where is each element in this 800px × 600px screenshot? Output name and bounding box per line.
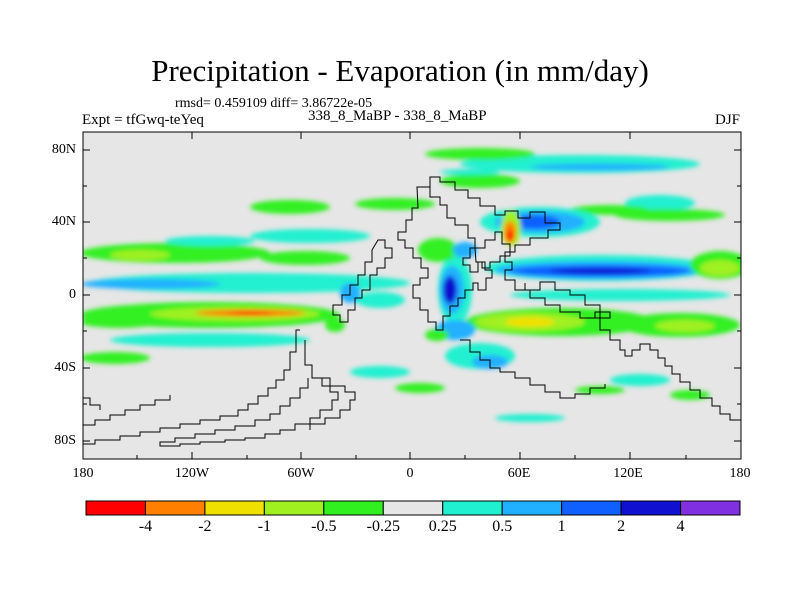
colorbar-label-6: 0.5 [492, 518, 513, 535]
colorbar-label-1: -2 [198, 518, 212, 535]
colorbar-box-0 [85, 500, 146, 516]
outline-peninsula [474, 231, 511, 269]
diff-value: diff= 3.86722e-05 [270, 96, 373, 111]
case-label: 338_8_MaBP - 338_8_MaBP [308, 108, 487, 124]
colorbar-label-3: -0.5 [311, 518, 337, 535]
land-outlines [83, 176, 741, 447]
outline-west-fragment [83, 397, 101, 410]
field-so-pacific-wet [110, 333, 310, 347]
outline-eurasia [429, 176, 611, 319]
outline-south-d [309, 377, 356, 430]
outline-south-b [83, 329, 300, 445]
field-natlantic-wet [250, 229, 370, 243]
field-pacific-wet-core [83, 279, 220, 289]
lon-tick-120w: 120W [174, 466, 210, 481]
experiment-label: Expt = tfGwq-teYeq [82, 112, 204, 128]
lon-tick-180w: 180 [72, 466, 94, 481]
field-so-atl-dry [395, 383, 445, 393]
contour-field [83, 148, 741, 422]
lon-tick-0: 0 [406, 466, 414, 481]
field-npac-wet-max [550, 268, 650, 274]
outline-south-e [83, 395, 171, 426]
colorbar-box-5 [382, 500, 444, 516]
outline-east-south [590, 317, 741, 421]
colorbar-box-6 [442, 500, 503, 516]
field-africa-wet-core [443, 276, 457, 304]
field-so-pac-wet [610, 374, 670, 386]
field-north-streak-2 [355, 198, 435, 210]
outline-south-a [332, 239, 393, 323]
field-east-pacific-dry [83, 316, 160, 328]
field-natlantic-dry [260, 251, 350, 265]
rmsd-value: rmsd= 0.459109 [175, 96, 267, 111]
field-pacific-dry-max [228, 311, 272, 315]
field-npacific-dry [83, 243, 270, 263]
field-so-atl-wet [350, 366, 410, 378]
colorbar-label-4: -0.25 [366, 518, 400, 535]
colorbar-box-4 [323, 500, 384, 516]
colorbar-label-7: 1 [557, 518, 566, 535]
field-arctic-dry [440, 174, 520, 188]
colorbar-label-8: 2 [617, 518, 626, 535]
field-npac-mid-dry [570, 205, 650, 215]
lat-tick-80s: 80S [54, 433, 76, 448]
colorbar-box-2 [204, 500, 265, 516]
stats-line: rmsd= 0.459109 diff= 3.86722e-05 [175, 96, 372, 112]
season-label: DJF [714, 112, 740, 128]
field-siberia-wet-core [530, 163, 670, 171]
field-spac-dry-core [655, 320, 715, 332]
colorbar [85, 500, 741, 516]
field-atlantic-wet [355, 292, 405, 308]
colorbar-box-3 [263, 500, 325, 516]
colorbar-box-9 [620, 500, 682, 516]
field-npacific-dry-core [110, 250, 170, 260]
colorbar-box-7 [501, 500, 563, 516]
lat-tick-80n: 80N [51, 142, 76, 157]
lon-tick-180e: 180 [729, 466, 751, 481]
lat-tick-40n: 40N [51, 214, 76, 229]
field-sahel-wet [453, 242, 477, 258]
colorbar-box-1 [144, 500, 206, 516]
colorbar-box-8 [561, 500, 622, 516]
field-so-west-dry [83, 352, 150, 364]
lat-tick-40s: 40S [54, 360, 76, 375]
plot-title: Precipitation - Evaporation (in mm/day) [151, 53, 649, 88]
field-samerica-dry [325, 318, 345, 332]
lon-tick-60e: 60E [507, 466, 531, 481]
lon-tick-60w: 60W [287, 466, 315, 481]
field-so-ind-dry [575, 386, 625, 394]
colorbar-label-9: 4 [676, 518, 685, 535]
field-npacific-wet [165, 236, 255, 246]
field-npac-east-wet [625, 195, 695, 211]
field-arctic-wet [440, 169, 500, 175]
colorbar-box-10 [680, 500, 741, 516]
lat-tick-marks [83, 149, 741, 442]
colorbar-label-2: -1 [257, 518, 272, 535]
lon-tick-marks [136, 132, 687, 459]
field-far-north-dry [425, 148, 535, 160]
lon-tick-120e: 120E [613, 466, 643, 481]
field-satlantic-dry [425, 329, 449, 341]
colorbar-label-0: -4 [138, 518, 153, 535]
field-mideast-dry-max [507, 230, 513, 242]
field-eq-wet [510, 289, 730, 301]
lat-tick-eq: 0 [69, 287, 76, 302]
field-edge-dry-core [700, 260, 740, 276]
outline-south-ridge [460, 339, 606, 399]
field-nafrica-dry [418, 238, 458, 262]
outline-south-c [159, 340, 339, 447]
field-north-streak-1 [250, 200, 330, 214]
field-so-indian-wet [495, 414, 565, 422]
field-sindian-dry-core [505, 317, 555, 327]
outline-continent-a [397, 186, 493, 331]
colorbar-label-5: 0.25 [428, 518, 457, 535]
